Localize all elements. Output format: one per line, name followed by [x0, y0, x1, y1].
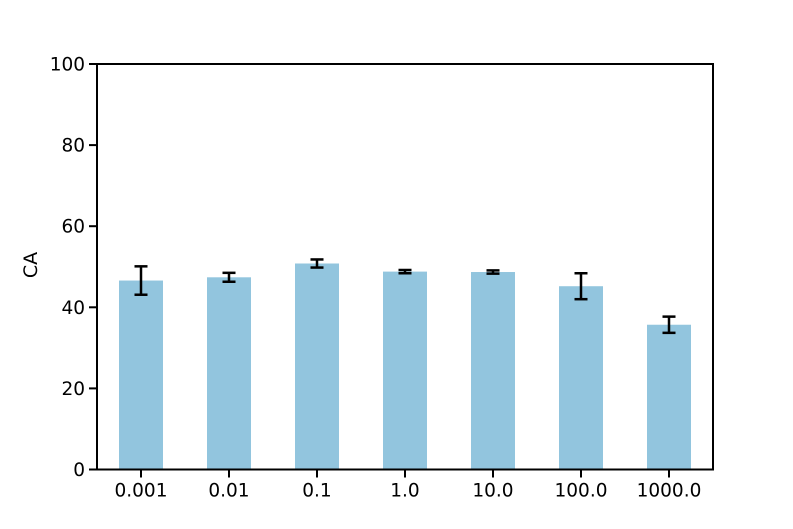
y-tick-label-20: 20 [61, 379, 85, 400]
bar-0.1 [295, 263, 339, 470]
y-tick-label-60: 60 [61, 217, 85, 238]
bars-group [119, 263, 691, 470]
x-tick-label-1000.0: 1000.0 [637, 481, 702, 502]
y-axis-label: CA [20, 252, 42, 278]
y-tick-label-80: 80 [61, 136, 85, 157]
x-tick-label-1.0: 1.0 [390, 481, 419, 502]
bar-0.001 [119, 280, 163, 470]
axes-group [89, 63, 714, 478]
tick-labels-group: 0.001 0.01 0.1 1.0 10.0 100.0 1000.0 0 20 40 60 80 1… [50, 55, 702, 502]
y-tick-label-40: 40 [61, 298, 85, 319]
bar-1000.0 [647, 324, 691, 470]
x-tick-label-0.1: 0.1 [302, 481, 331, 502]
bar-10.0 [471, 272, 515, 470]
y-tick-label-0: 0 [73, 460, 85, 481]
error-bars-group [134, 258, 676, 335]
x-tick-label-10.0: 10.0 [472, 481, 513, 502]
x-tick-label-0.001: 0.001 [115, 481, 168, 502]
y-tick-label-100: 100 [50, 55, 85, 76]
plot-spines [96, 63, 714, 471]
x-tick-label-0.01: 0.01 [208, 481, 249, 502]
bar-1.0 [383, 271, 427, 470]
bar-0.01 [207, 277, 251, 470]
bar-100.0 [559, 286, 603, 470]
x-tick-label-100.0: 100.0 [555, 481, 608, 502]
